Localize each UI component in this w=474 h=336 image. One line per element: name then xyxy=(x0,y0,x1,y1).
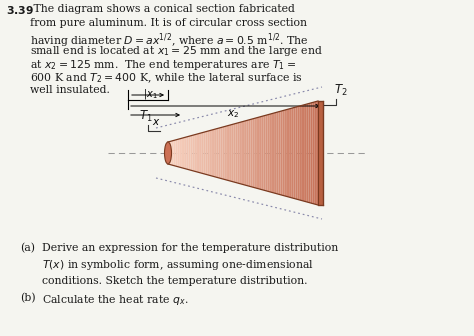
Polygon shape xyxy=(310,102,312,204)
Polygon shape xyxy=(254,118,256,188)
Polygon shape xyxy=(172,140,173,166)
Text: $x$: $x$ xyxy=(152,117,160,127)
Polygon shape xyxy=(271,113,273,193)
Text: at $x_2 = 125$ mm.  The end temperatures are $T_1 =$: at $x_2 = 125$ mm. The end temperatures … xyxy=(30,58,296,72)
Polygon shape xyxy=(198,133,200,173)
Polygon shape xyxy=(292,108,293,198)
Polygon shape xyxy=(194,134,196,172)
Polygon shape xyxy=(262,116,264,190)
Polygon shape xyxy=(249,120,250,186)
Polygon shape xyxy=(173,140,175,166)
Polygon shape xyxy=(207,131,209,175)
Polygon shape xyxy=(168,141,170,165)
Polygon shape xyxy=(245,121,247,185)
Bar xyxy=(318,101,323,205)
Polygon shape xyxy=(281,111,283,195)
Ellipse shape xyxy=(164,142,172,164)
Polygon shape xyxy=(183,137,185,169)
Polygon shape xyxy=(293,107,295,199)
Polygon shape xyxy=(260,116,262,190)
Polygon shape xyxy=(303,104,305,201)
Polygon shape xyxy=(200,133,202,173)
Polygon shape xyxy=(275,112,277,194)
Polygon shape xyxy=(213,129,215,177)
Polygon shape xyxy=(267,114,269,192)
Polygon shape xyxy=(234,124,236,182)
Polygon shape xyxy=(192,135,194,171)
Polygon shape xyxy=(279,111,281,195)
Polygon shape xyxy=(252,118,254,187)
Polygon shape xyxy=(283,110,284,196)
Polygon shape xyxy=(239,122,241,184)
Polygon shape xyxy=(196,134,198,172)
Polygon shape xyxy=(204,132,206,174)
Polygon shape xyxy=(299,106,301,200)
Polygon shape xyxy=(316,101,318,205)
Text: $T_2$: $T_2$ xyxy=(334,83,347,98)
Text: having diameter $D = ax^{1/2}$, where $a = 0.5$ m$^{1/2}$. The: having diameter $D = ax^{1/2}$, where $a… xyxy=(30,31,309,50)
Polygon shape xyxy=(177,139,179,167)
Text: from pure aluminum. It is of circular cross section: from pure aluminum. It is of circular cr… xyxy=(30,17,307,28)
Polygon shape xyxy=(237,123,239,183)
Polygon shape xyxy=(312,102,314,204)
Polygon shape xyxy=(273,113,275,193)
Polygon shape xyxy=(269,114,271,192)
Text: The diagram shows a conical section fabricated: The diagram shows a conical section fabr… xyxy=(30,4,295,14)
Polygon shape xyxy=(206,131,207,175)
Polygon shape xyxy=(219,128,220,178)
Polygon shape xyxy=(220,127,222,179)
Polygon shape xyxy=(217,128,219,178)
Text: Calculate the heat rate $q_x$.: Calculate the heat rate $q_x$. xyxy=(42,293,189,307)
Polygon shape xyxy=(187,136,189,170)
Polygon shape xyxy=(209,130,211,176)
Polygon shape xyxy=(258,117,260,189)
Polygon shape xyxy=(170,141,172,165)
Polygon shape xyxy=(288,109,290,197)
Polygon shape xyxy=(185,137,187,169)
Polygon shape xyxy=(247,120,249,186)
Text: $x_2$: $x_2$ xyxy=(228,108,240,120)
Polygon shape xyxy=(215,129,217,177)
Polygon shape xyxy=(181,138,183,168)
Polygon shape xyxy=(243,121,245,185)
Polygon shape xyxy=(226,126,228,180)
Polygon shape xyxy=(295,107,297,199)
Polygon shape xyxy=(228,125,230,181)
Polygon shape xyxy=(284,110,286,196)
Polygon shape xyxy=(179,138,181,168)
Polygon shape xyxy=(307,103,309,202)
Text: (a): (a) xyxy=(20,243,35,253)
Polygon shape xyxy=(230,125,232,181)
Polygon shape xyxy=(211,130,213,176)
Text: (b): (b) xyxy=(20,293,36,303)
Polygon shape xyxy=(202,132,204,174)
Polygon shape xyxy=(232,124,234,182)
Text: small end is located at $x_1 = 25$ mm and the large end: small end is located at $x_1 = 25$ mm an… xyxy=(30,44,323,58)
Polygon shape xyxy=(175,139,177,167)
Polygon shape xyxy=(189,136,191,170)
Polygon shape xyxy=(222,127,224,179)
Polygon shape xyxy=(264,115,265,191)
Text: $|x_1$: $|x_1$ xyxy=(143,87,157,101)
Text: 600 K and $T_2 = 400$ K, while the lateral surface is: 600 K and $T_2 = 400$ K, while the later… xyxy=(30,72,303,85)
Polygon shape xyxy=(314,101,316,205)
Polygon shape xyxy=(297,106,299,200)
Polygon shape xyxy=(301,105,303,201)
Polygon shape xyxy=(236,123,237,183)
Polygon shape xyxy=(277,112,279,194)
Polygon shape xyxy=(241,122,243,184)
Polygon shape xyxy=(290,108,292,198)
Text: $\mathbf{3.39}$: $\mathbf{3.39}$ xyxy=(6,4,34,16)
Polygon shape xyxy=(265,115,267,191)
Polygon shape xyxy=(191,135,192,171)
Polygon shape xyxy=(305,104,307,202)
Polygon shape xyxy=(250,119,252,187)
Polygon shape xyxy=(286,109,288,197)
Text: Derive an expression for the temperature distribution
$T(x)$ in symbolic form, a: Derive an expression for the temperature… xyxy=(42,243,338,286)
Text: well insulated.: well insulated. xyxy=(30,85,110,95)
Polygon shape xyxy=(309,103,310,203)
Polygon shape xyxy=(256,117,258,188)
Text: $T_1$: $T_1$ xyxy=(139,109,153,124)
Polygon shape xyxy=(224,126,226,180)
